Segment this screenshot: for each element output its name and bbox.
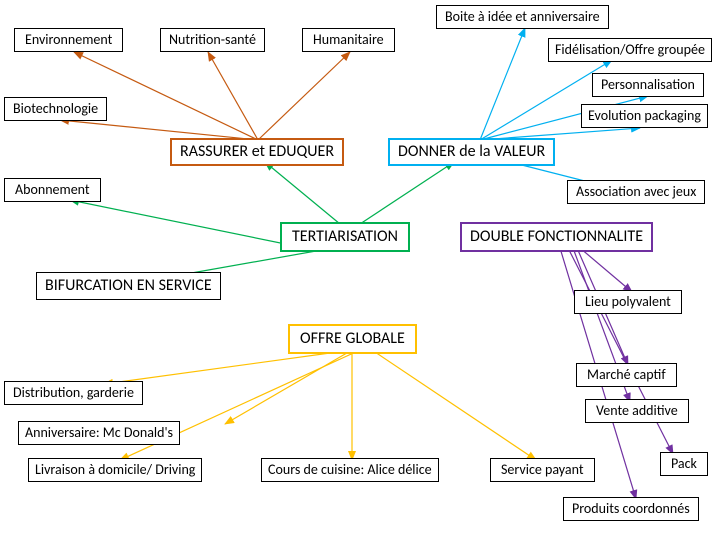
node-livraison: Livraison à domicile/ Driving — [28, 458, 202, 482]
node-label: Vente additive — [596, 403, 678, 419]
node-label: Anniversaire: Mc Donald's — [25, 425, 173, 441]
node-label: OFFRE GLOBALE — [300, 330, 405, 348]
arrow — [74, 52, 258, 140]
node-service: Service payant — [490, 458, 595, 482]
node-abonnement: Abonnement — [4, 178, 101, 202]
node-label: Fidélisation/Offre groupée — [555, 42, 705, 58]
node-label: Pack — [671, 456, 697, 472]
arrow — [372, 350, 536, 460]
node-label: Lieu polyvalent — [585, 294, 671, 310]
node-fidelisation: Fidélisation/Offre groupée — [548, 38, 712, 62]
node-label: Environnement — [25, 32, 112, 48]
node-label: BIFURCATION EN SERVICE — [45, 277, 212, 295]
arrow — [480, 28, 525, 140]
node-pack: Pack — [660, 452, 708, 476]
node-anniversaire: Anniversaire: Mc Donald's — [18, 421, 180, 445]
node-vente: Vente additive — [585, 399, 689, 423]
node-tertiarisation: TERTIARISATION — [280, 222, 410, 252]
node-lieu: Lieu polyvalent — [574, 290, 682, 314]
node-nutrition: Nutrition-santé — [160, 28, 265, 52]
arrow — [60, 120, 258, 140]
node-label: TERTIARISATION — [292, 228, 398, 246]
node-label: Nutrition-santé — [169, 32, 256, 48]
node-evolution: Evolution packaging — [581, 104, 708, 128]
node-label: Marché captif — [587, 367, 666, 383]
node-association: Association avec jeux — [567, 180, 705, 204]
node-produits: Produits coordonnés — [563, 497, 699, 521]
arrow — [70, 200, 305, 248]
node-distribution: Distribution, garderie — [4, 381, 143, 405]
arrow — [265, 162, 340, 224]
node-label: Evolution packaging — [588, 108, 701, 124]
diagram-stage: Environnement Nutrition-santé Humanitaire B… — [0, 0, 720, 540]
arrow — [360, 162, 454, 224]
node-label: Humanitaire — [313, 32, 384, 48]
node-cours: Cours de cuisine: Alice délice — [261, 458, 439, 482]
arrow — [580, 248, 632, 292]
node-boite: Boite à idée et anniversaire — [436, 5, 609, 29]
node-marche: Marché captif — [576, 363, 677, 387]
node-label: Boite à idée et anniversaire — [445, 9, 600, 25]
node-label: Association avec jeux — [576, 184, 696, 200]
node-label: Cours de cuisine: Alice délice — [268, 462, 432, 478]
node-personnalisation: Personnalisation — [592, 73, 704, 97]
node-label: Biotechnologie — [13, 101, 98, 117]
node-environnement: Environnement — [14, 28, 123, 52]
node-humanitaire: Humanitaire — [302, 28, 395, 52]
node-label: Personnalisation — [601, 77, 695, 93]
node-label: Abonnement — [15, 182, 90, 198]
arrow — [225, 350, 352, 424]
node-offre: OFFRE GLOBALE — [288, 324, 417, 354]
node-double: DOUBLE FONCTIONNALITE — [460, 222, 653, 252]
node-rassurer: RASSURER et EDUQUER — [170, 138, 344, 166]
node-label: DONNER de la VALEUR — [398, 143, 545, 161]
node-donner: DONNER de la VALEUR — [388, 138, 555, 166]
arrow — [104, 350, 352, 384]
node-label: Distribution, garderie — [13, 385, 134, 401]
node-biotech: Biotechnologie — [4, 97, 107, 121]
node-label: DOUBLE FONCTIONNALITE — [470, 228, 643, 246]
node-label: Livraison à domicile/ Driving — [35, 462, 195, 478]
arrow — [258, 52, 350, 140]
node-label: Service payant — [501, 462, 584, 478]
arrow — [568, 248, 673, 454]
node-bifurcation: BIFURCATION EN SERVICE — [36, 272, 221, 300]
node-label: Produits coordonnés — [572, 501, 690, 517]
node-label: RASSURER et EDUQUER — [180, 143, 334, 161]
arrow — [208, 52, 258, 140]
